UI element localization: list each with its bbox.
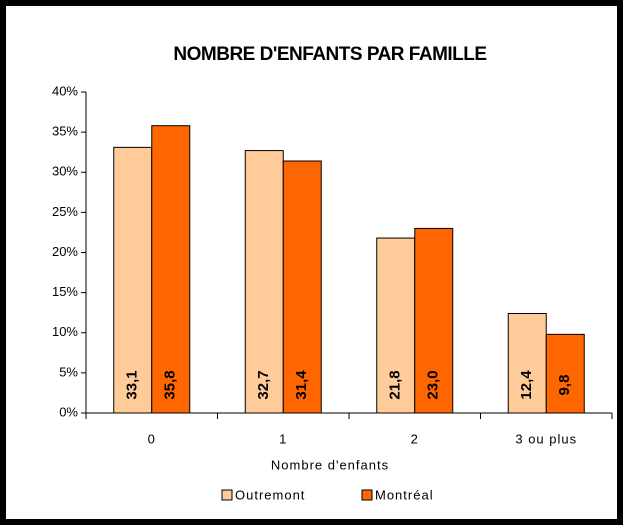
- value-label: 12,4: [518, 370, 535, 400]
- legend-label: Montréal: [375, 487, 434, 502]
- y-tick-label: 30%: [52, 164, 78, 179]
- x-tick-label: 3 ou plus: [515, 431, 577, 446]
- legend-swatch: [222, 490, 232, 500]
- value-label: 33,1: [124, 370, 141, 399]
- y-tick-label: 0%: [59, 404, 78, 419]
- x-axis-title: Nombre d'enfants: [271, 457, 389, 472]
- value-label: 23,0: [425, 370, 442, 399]
- y-tick-label: 10%: [52, 324, 78, 339]
- bar: [546, 334, 584, 413]
- value-label: 9,8: [556, 375, 573, 396]
- legend-label: Outremont: [235, 487, 305, 502]
- y-tick-label: 5%: [59, 364, 78, 379]
- chart: NOMBRE D'ENFANTS PAR FAMILLE Nombre d'en…: [0, 0, 623, 525]
- x-tick-label: 1: [279, 431, 287, 446]
- x-tick-label: 0: [148, 431, 156, 446]
- value-label: 32,7: [255, 370, 272, 399]
- y-tick-label: 15%: [52, 284, 78, 299]
- value-label: 21,8: [387, 370, 404, 399]
- legend-swatch: [362, 490, 372, 500]
- chart-title: NOMBRE D'ENFANTS PAR FAMILLE: [173, 44, 486, 65]
- x-tick-label: 2: [411, 431, 419, 446]
- y-tick-label: 35%: [52, 124, 78, 139]
- bar: [152, 126, 190, 413]
- y-tick-label: 25%: [52, 204, 78, 219]
- value-label: 31,4: [293, 370, 310, 400]
- value-label: 35,8: [162, 370, 179, 399]
- y-tick-label: 20%: [52, 244, 78, 259]
- y-tick-label: 40%: [52, 83, 78, 98]
